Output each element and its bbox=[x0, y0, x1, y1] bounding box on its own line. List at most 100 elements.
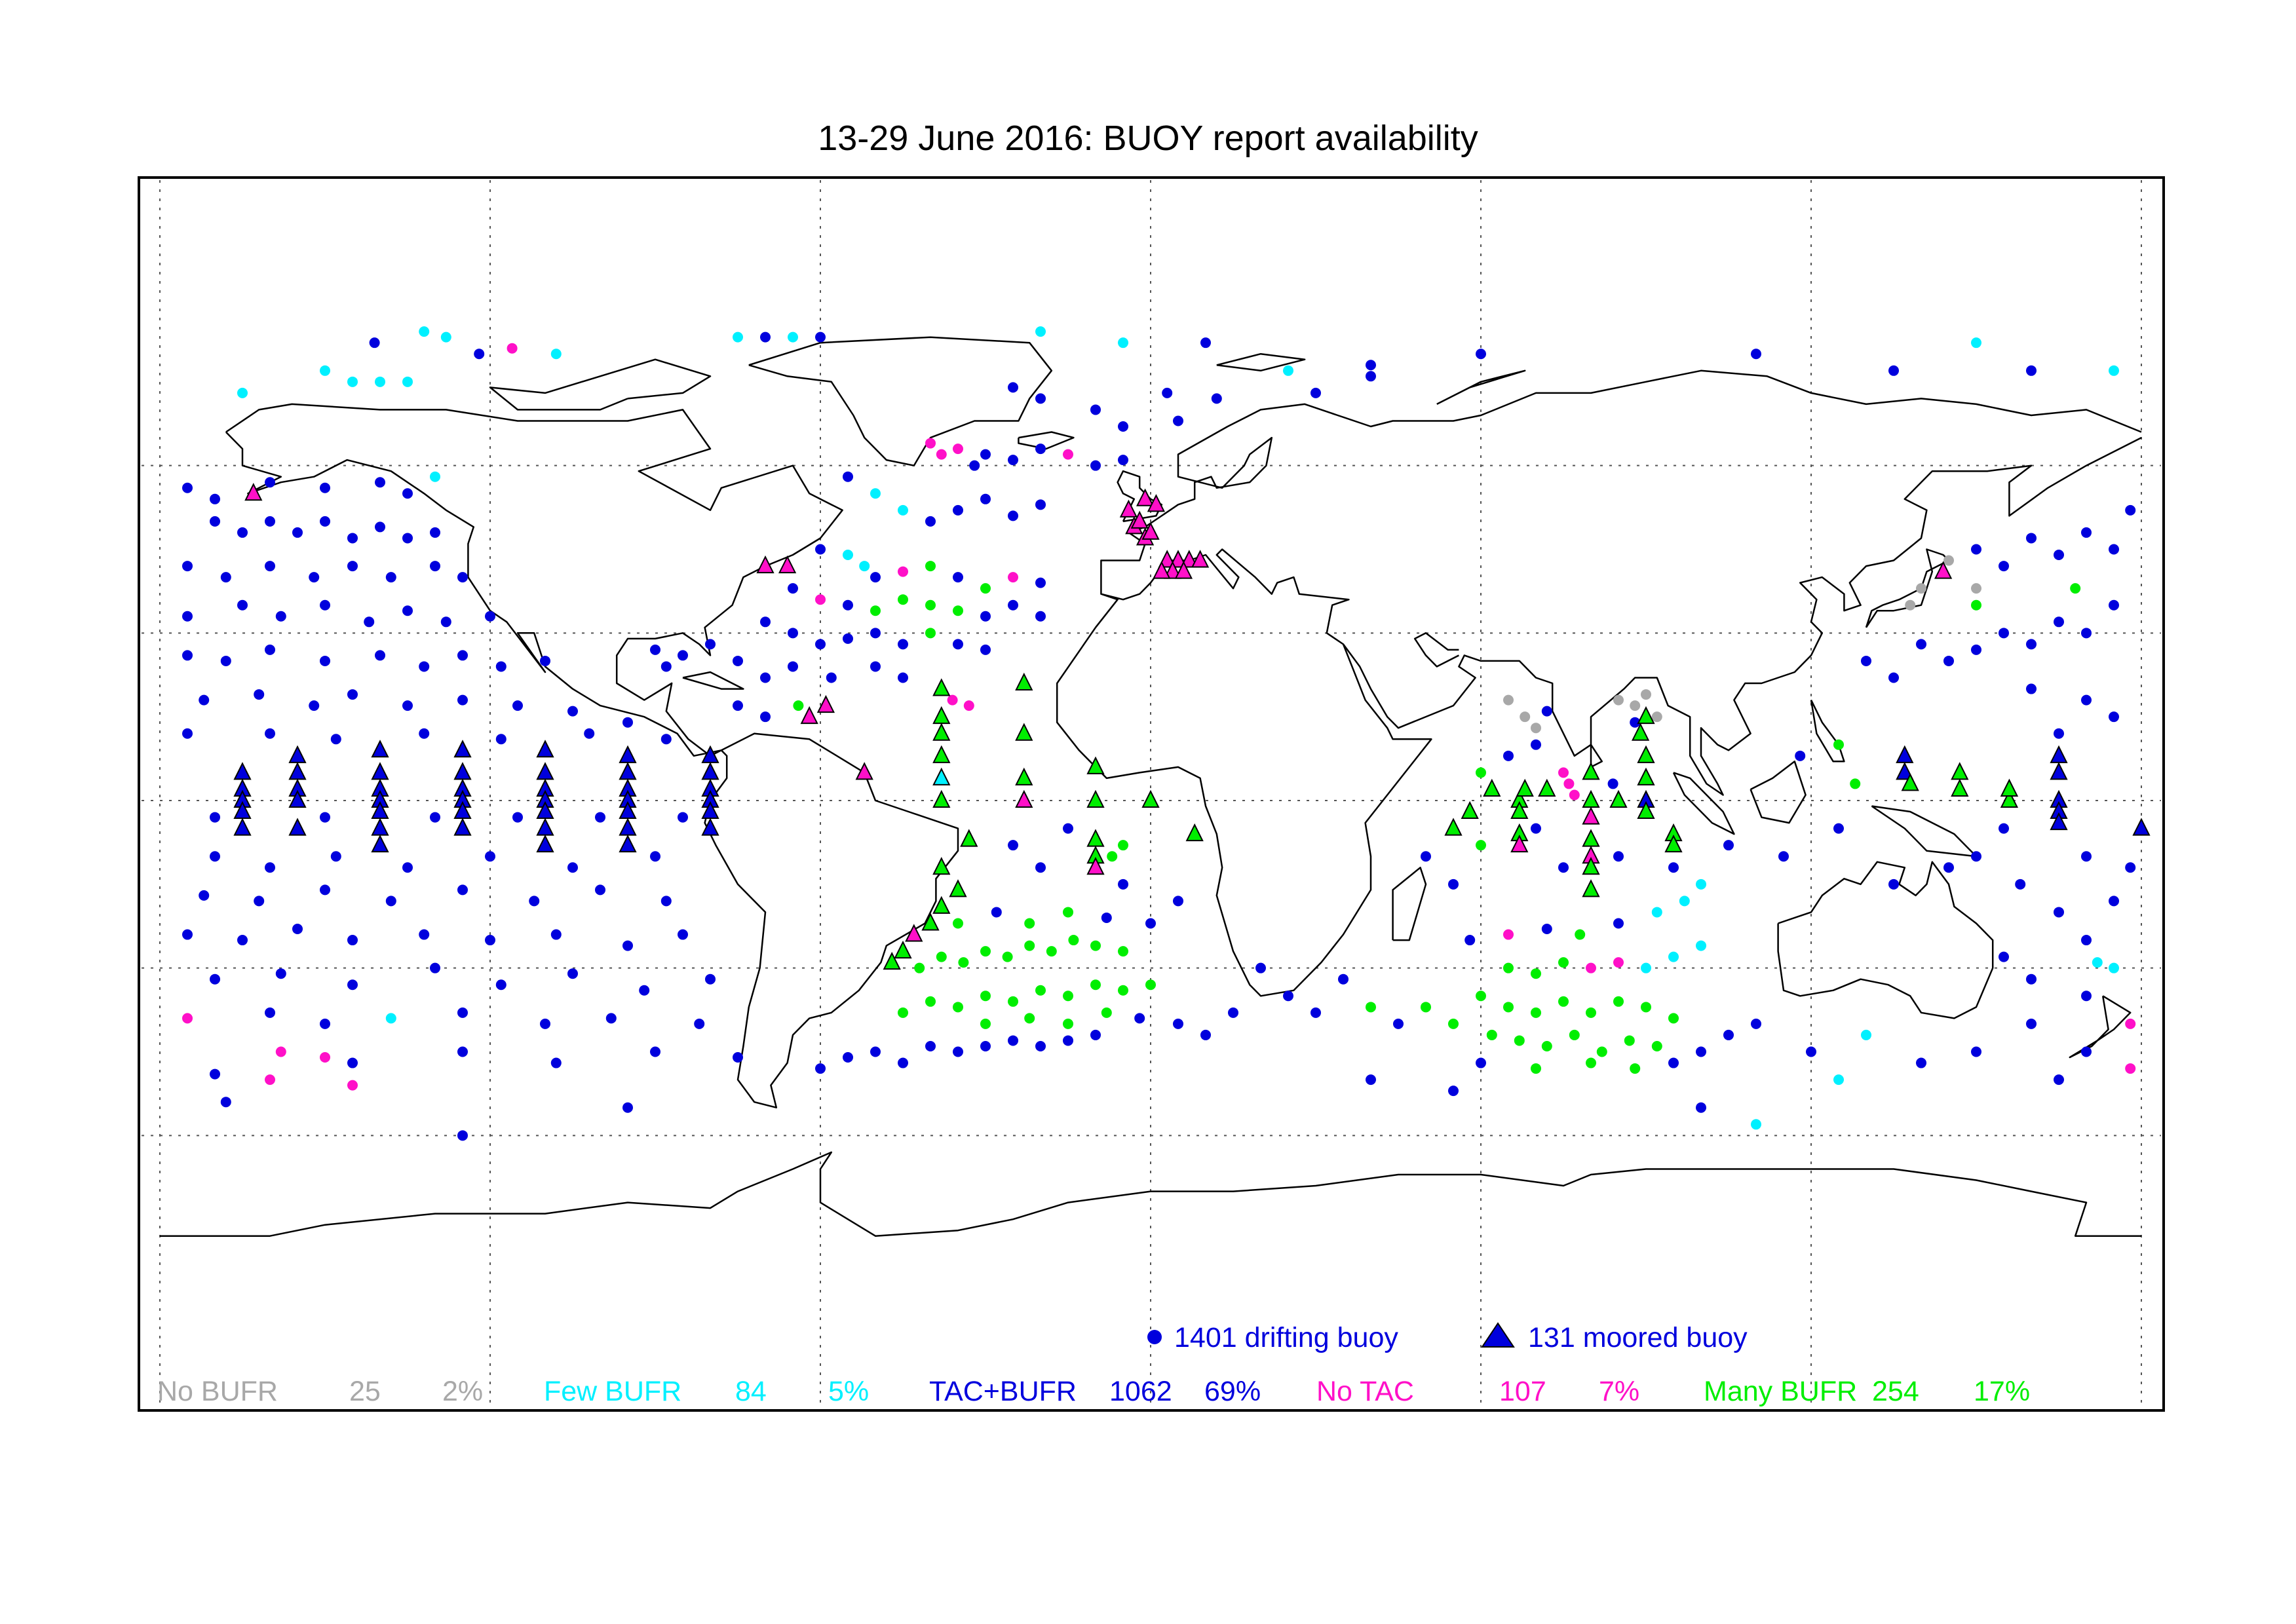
drifting-buoy-many-bufr bbox=[1046, 946, 1057, 957]
drifting-buoy-few-bufr bbox=[375, 376, 385, 387]
drifting-buoy-many-bufr bbox=[1514, 1035, 1525, 1046]
drifting-buoy-tac-bufr bbox=[254, 896, 265, 907]
drifting-buoy-tac-bufr bbox=[265, 862, 275, 873]
drifting-buoy-tac-bufr bbox=[1971, 644, 1981, 655]
moored-buoy-many-bufr bbox=[1086, 829, 1105, 847]
drifting-buoy-tac-bufr bbox=[980, 644, 991, 655]
drifting-buoy-tac-bufr bbox=[2054, 728, 2064, 739]
drifting-buoy-tac-bufr bbox=[309, 572, 320, 583]
drifting-buoy-tac-bufr bbox=[622, 717, 633, 728]
drifting-buoy-tac-bufr bbox=[1311, 1007, 1321, 1018]
drifting-buoy-many-bufr bbox=[870, 605, 881, 616]
drifting-buoy-few-bufr bbox=[419, 326, 430, 337]
drifting-buoy-tac-bufr bbox=[320, 1018, 330, 1029]
drifting-buoy-tac-bufr bbox=[265, 1007, 275, 1018]
drifting-buoy-no-tac bbox=[1613, 957, 1624, 968]
moored-buoy-many-bufr bbox=[883, 951, 901, 970]
moored-buoy-tac-bufr bbox=[1896, 762, 1914, 780]
drifting-buoy-tac-bufr bbox=[540, 655, 550, 666]
drifting-buoy-tac-bufr bbox=[733, 700, 743, 711]
drifting-buoy-tac-bufr bbox=[567, 968, 578, 979]
drifting-buoy-tac-bufr bbox=[292, 527, 303, 538]
drifting-buoy-tac-bufr bbox=[622, 940, 633, 951]
drifting-buoy-tac-bufr bbox=[2026, 973, 2037, 985]
canadian-arctic-coast bbox=[489, 358, 712, 411]
drifting-buoy-few-bufr bbox=[1751, 1119, 1761, 1130]
svalbard-coast bbox=[1216, 352, 1306, 372]
drifting-buoy-tac-bufr bbox=[1090, 460, 1101, 471]
moored-buoy-tac-bufr bbox=[288, 818, 307, 836]
drifting-buoy-tac-bufr bbox=[1448, 878, 1459, 890]
stat-few-bufr-percent: 5% bbox=[828, 1376, 869, 1407]
drifting-buoy-many-bufr bbox=[1531, 968, 1541, 979]
drifting-buoy-no-tac bbox=[1008, 572, 1018, 583]
drifting-buoy-tac-bufr bbox=[1464, 935, 1476, 946]
drifting-buoy-tac-bufr bbox=[182, 482, 193, 493]
drifting-buoy-tac-bufr bbox=[788, 628, 798, 639]
drifting-buoy-few-bufr bbox=[898, 504, 908, 516]
drifting-buoy-tac-bufr bbox=[843, 471, 853, 482]
drifting-buoy-no-tac bbox=[275, 1046, 286, 1057]
drifting-buoy-tac-bufr bbox=[2081, 527, 2092, 538]
drifting-buoy-tac-bufr bbox=[265, 561, 275, 572]
moored-buoy-many-bufr bbox=[1185, 823, 1204, 842]
drifting-buoy-few-bufr bbox=[788, 331, 798, 343]
drifting-buoy-few-bufr bbox=[402, 376, 413, 387]
drifting-buoy-tac-bufr bbox=[210, 812, 220, 823]
drifting-buoy-many-bufr bbox=[1569, 1029, 1580, 1040]
drifting-buoy-tac-bufr bbox=[182, 561, 193, 572]
drifting-buoy-tac-bufr bbox=[2125, 504, 2136, 516]
drifting-buoy-tac-bufr bbox=[485, 851, 495, 862]
drifting-buoy-tac-bufr bbox=[430, 561, 440, 572]
stat-many-bufr-percent: 17% bbox=[1974, 1376, 2030, 1407]
drifting-buoy-tac-bufr bbox=[2026, 1018, 2037, 1029]
drifting-buoy-tac-bufr bbox=[969, 460, 980, 471]
drifting-buoy-tac-bufr bbox=[309, 700, 320, 711]
drifting-buoy-tac-bufr bbox=[430, 812, 440, 823]
drifting-buoy-tac-bufr bbox=[980, 611, 991, 622]
drifting-buoy-tac-bufr bbox=[457, 694, 468, 706]
drifting-buoy-tac-bufr bbox=[1613, 918, 1624, 929]
drifting-buoy-many-bufr bbox=[925, 996, 936, 1007]
moored-buoy-tac-bufr bbox=[701, 818, 719, 836]
drifting-buoy-tac-bufr bbox=[1035, 393, 1046, 404]
moored-buoy-many-bufr bbox=[1444, 818, 1463, 836]
moored-buoy-many-bufr bbox=[1637, 706, 1655, 725]
drifting-buoy-tac-bufr bbox=[1393, 1018, 1404, 1029]
drifting-buoy-tac-bufr bbox=[330, 851, 341, 862]
drifting-buoy-many-bufr bbox=[1090, 940, 1101, 951]
drifting-buoy-tac-bufr bbox=[898, 1057, 908, 1068]
moored-buoy-many-bufr bbox=[949, 879, 967, 897]
stat-no-bufr-label: No BUFR bbox=[157, 1376, 278, 1407]
drifting-buoy-many-bufr bbox=[914, 962, 925, 973]
drifting-buoy-tac-bufr bbox=[237, 599, 248, 611]
drifting-buoy-tac-bufr bbox=[320, 812, 330, 823]
drifting-buoy-many-bufr bbox=[1090, 979, 1101, 991]
drifting-buoy-tac-bufr bbox=[347, 979, 358, 991]
drifting-buoy-few-bufr bbox=[385, 1013, 396, 1024]
moored-buoy-many-bufr bbox=[1510, 801, 1529, 820]
drifting-buoy-no-tac bbox=[1569, 789, 1580, 801]
category-stats: No BUFR 25 2% Few BUFR 84 5% TAC+BUFR 10… bbox=[157, 1376, 2030, 1407]
drifting-buoy-many-bufr bbox=[953, 918, 963, 929]
moored-buoy-many-bufr bbox=[1461, 801, 1479, 820]
drifting-buoy-tac-bufr bbox=[2109, 544, 2119, 555]
drifting-buoy-many-bufr bbox=[925, 628, 936, 639]
drifting-buoy-tac-bufr bbox=[694, 1018, 705, 1029]
drifting-buoy-few-bufr bbox=[1696, 940, 1706, 951]
drifting-buoy-many-bufr bbox=[1366, 1002, 1376, 1013]
drifting-buoy-tac-bufr bbox=[1723, 1029, 1734, 1040]
moored-buoy-many-bufr bbox=[1538, 778, 1556, 797]
drifting-buoy-tac-bufr bbox=[1283, 991, 1293, 1002]
drifting-buoy-many-bufr bbox=[1971, 599, 1981, 611]
drifting-buoy-many-bufr bbox=[1024, 1013, 1035, 1024]
drifting-buoy-many-bufr bbox=[1063, 1018, 1073, 1029]
drifting-buoy-tac-bufr bbox=[402, 862, 413, 873]
drifting-buoy-tac-bufr bbox=[254, 689, 265, 700]
moored-buoy-many-bufr bbox=[932, 857, 951, 875]
symbol-legend: 1401 drifting buoy 131 moored buoy bbox=[1147, 1322, 1748, 1353]
drifting-buoy-tac-bufr bbox=[622, 1102, 633, 1113]
moored-buoy-many-bufr bbox=[932, 723, 951, 741]
drifting-buoy-tac-bufr bbox=[220, 655, 231, 666]
drifting-buoy-tac-bufr bbox=[182, 728, 193, 739]
